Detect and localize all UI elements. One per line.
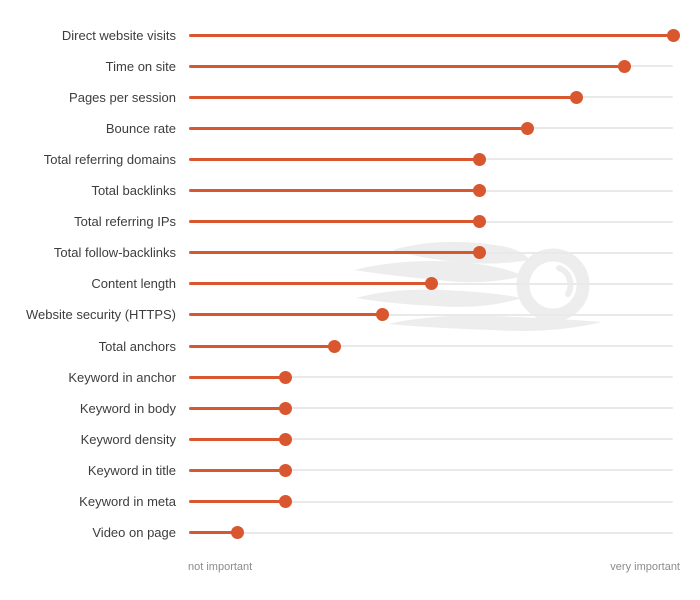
value-dot [666, 28, 680, 42]
value-dot [279, 495, 293, 508]
lollipop-row: Pages per session [0, 82, 700, 113]
value-dot [521, 121, 535, 135]
category-label: Time on site [105, 58, 176, 74]
lollipop-row: Keyword density [0, 424, 700, 455]
value-line [189, 437, 286, 441]
lollipop-row: Content length [0, 268, 700, 299]
category-label: Total follow-backlinks [53, 245, 176, 261]
value-line [189, 468, 286, 472]
value-dot [472, 215, 486, 229]
value-dot [472, 246, 486, 260]
category-label: Keyword in meta [79, 494, 176, 509]
value-line [189, 64, 625, 68]
value-track [189, 438, 673, 441]
value-line [189, 33, 673, 37]
value-dot [569, 90, 583, 104]
value-track [189, 500, 673, 503]
value-track [189, 345, 673, 347]
value-dot [376, 308, 390, 322]
value-dot [618, 59, 632, 73]
category-label: Pages per session [69, 89, 176, 105]
category-label: Total anchors [98, 338, 176, 354]
value-line [189, 500, 286, 503]
category-label: Website security (HTTPS) [25, 307, 176, 323]
lollipop-row: Total referring IPs [0, 206, 700, 237]
value-track [189, 407, 673, 410]
value-line [189, 95, 577, 99]
lollipop-row: Keyword in title [0, 455, 700, 486]
category-label: Content length [91, 276, 176, 292]
value-line [189, 313, 383, 317]
category-label: Direct website visits [61, 27, 176, 43]
lollipop-row: Video on page [0, 517, 700, 548]
value-track [189, 313, 673, 316]
value-track [189, 531, 673, 534]
value-dot [279, 370, 293, 384]
x-axis-min-label: not important [188, 561, 253, 573]
category-label: Total referring IPs [74, 214, 176, 230]
value-line [189, 375, 286, 379]
value-line [189, 157, 480, 161]
value-dot [279, 401, 293, 415]
lollipop-row: Keyword in anchor [0, 362, 700, 393]
value-dot [472, 184, 486, 197]
lollipop-row: Keyword in meta [0, 486, 700, 517]
lollipop-row: Website security (HTTPS) [0, 299, 700, 330]
value-track [189, 376, 673, 379]
value-line [189, 531, 238, 535]
lollipop-row: Bounce rate [0, 113, 700, 144]
category-label: Total referring domains [43, 151, 176, 167]
value-line [189, 189, 480, 192]
category-label: Keyword in body [79, 400, 176, 416]
category-label: Bounce rate [105, 120, 176, 136]
value-dot [472, 152, 486, 166]
x-axis-max-label: very important [610, 561, 680, 573]
lollipop-row: Total referring domains [0, 144, 700, 175]
lollipop-row: Total backlinks [0, 175, 700, 206]
value-dot [279, 432, 293, 446]
value-line [189, 344, 335, 348]
category-label: Keyword in anchor [68, 369, 176, 385]
value-dot [424, 277, 438, 291]
category-label: Total backlinks [91, 183, 176, 198]
lollipop-row: Keyword in body [0, 393, 700, 424]
category-label: Keyword density [80, 431, 176, 447]
lollipop-row: Time on site [0, 51, 700, 82]
value-line [189, 251, 480, 255]
category-label: Keyword in title [87, 462, 176, 478]
value-line [189, 220, 480, 224]
lollipop-row: Total anchors [0, 331, 700, 362]
value-line [189, 282, 431, 286]
lollipop-row: Direct website visits [0, 20, 700, 51]
value-dot [279, 463, 293, 477]
value-dot [230, 526, 244, 540]
category-label: Video on page [92, 525, 176, 541]
value-line [189, 126, 528, 130]
value-track [189, 469, 673, 472]
value-line [189, 406, 286, 410]
value-dot [327, 339, 341, 353]
lollipop-row: Total follow-backlinks [0, 237, 700, 268]
